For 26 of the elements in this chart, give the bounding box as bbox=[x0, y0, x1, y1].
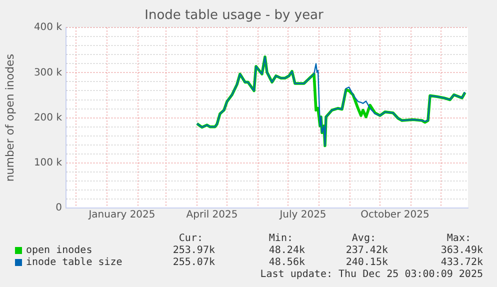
y-tick-label: 400 k bbox=[34, 22, 62, 34]
text: Max: bbox=[446, 233, 471, 245]
y-tick-label: 0 bbox=[56, 202, 62, 214]
text: 255.07k bbox=[172, 257, 215, 269]
text: 237.42k bbox=[346, 245, 388, 257]
chart-title: Inode table usage - by year bbox=[144, 8, 324, 24]
text: 48.56k bbox=[268, 257, 305, 269]
legend-label: open inodes bbox=[26, 245, 92, 257]
text: 253.97k bbox=[172, 245, 215, 257]
x-tick-label: April 2025 bbox=[186, 210, 238, 221]
text: Avg: bbox=[352, 233, 376, 245]
x-tick-label: January 2025 bbox=[88, 210, 156, 221]
text: 48.24k bbox=[268, 245, 305, 257]
text: 240.15k bbox=[346, 257, 388, 269]
text: Min: bbox=[268, 233, 293, 245]
text: 363.49k bbox=[440, 245, 483, 257]
text: 433.72k bbox=[440, 257, 483, 269]
y-tick-label: 300 k bbox=[34, 67, 62, 78]
x-tick-label: July 2025 bbox=[278, 210, 326, 221]
legend-label: inode table size bbox=[26, 257, 122, 269]
x-tick-label: October 2025 bbox=[360, 210, 430, 221]
y-axis-title: number of open inodes bbox=[3, 54, 16, 182]
y-tick-label: 100 k bbox=[34, 157, 62, 168]
text: Cur: bbox=[178, 233, 203, 245]
y-tick-label: 200 k bbox=[34, 112, 62, 124]
text: Last update: Thu Dec 25 03:00:09 2025 bbox=[260, 269, 483, 281]
